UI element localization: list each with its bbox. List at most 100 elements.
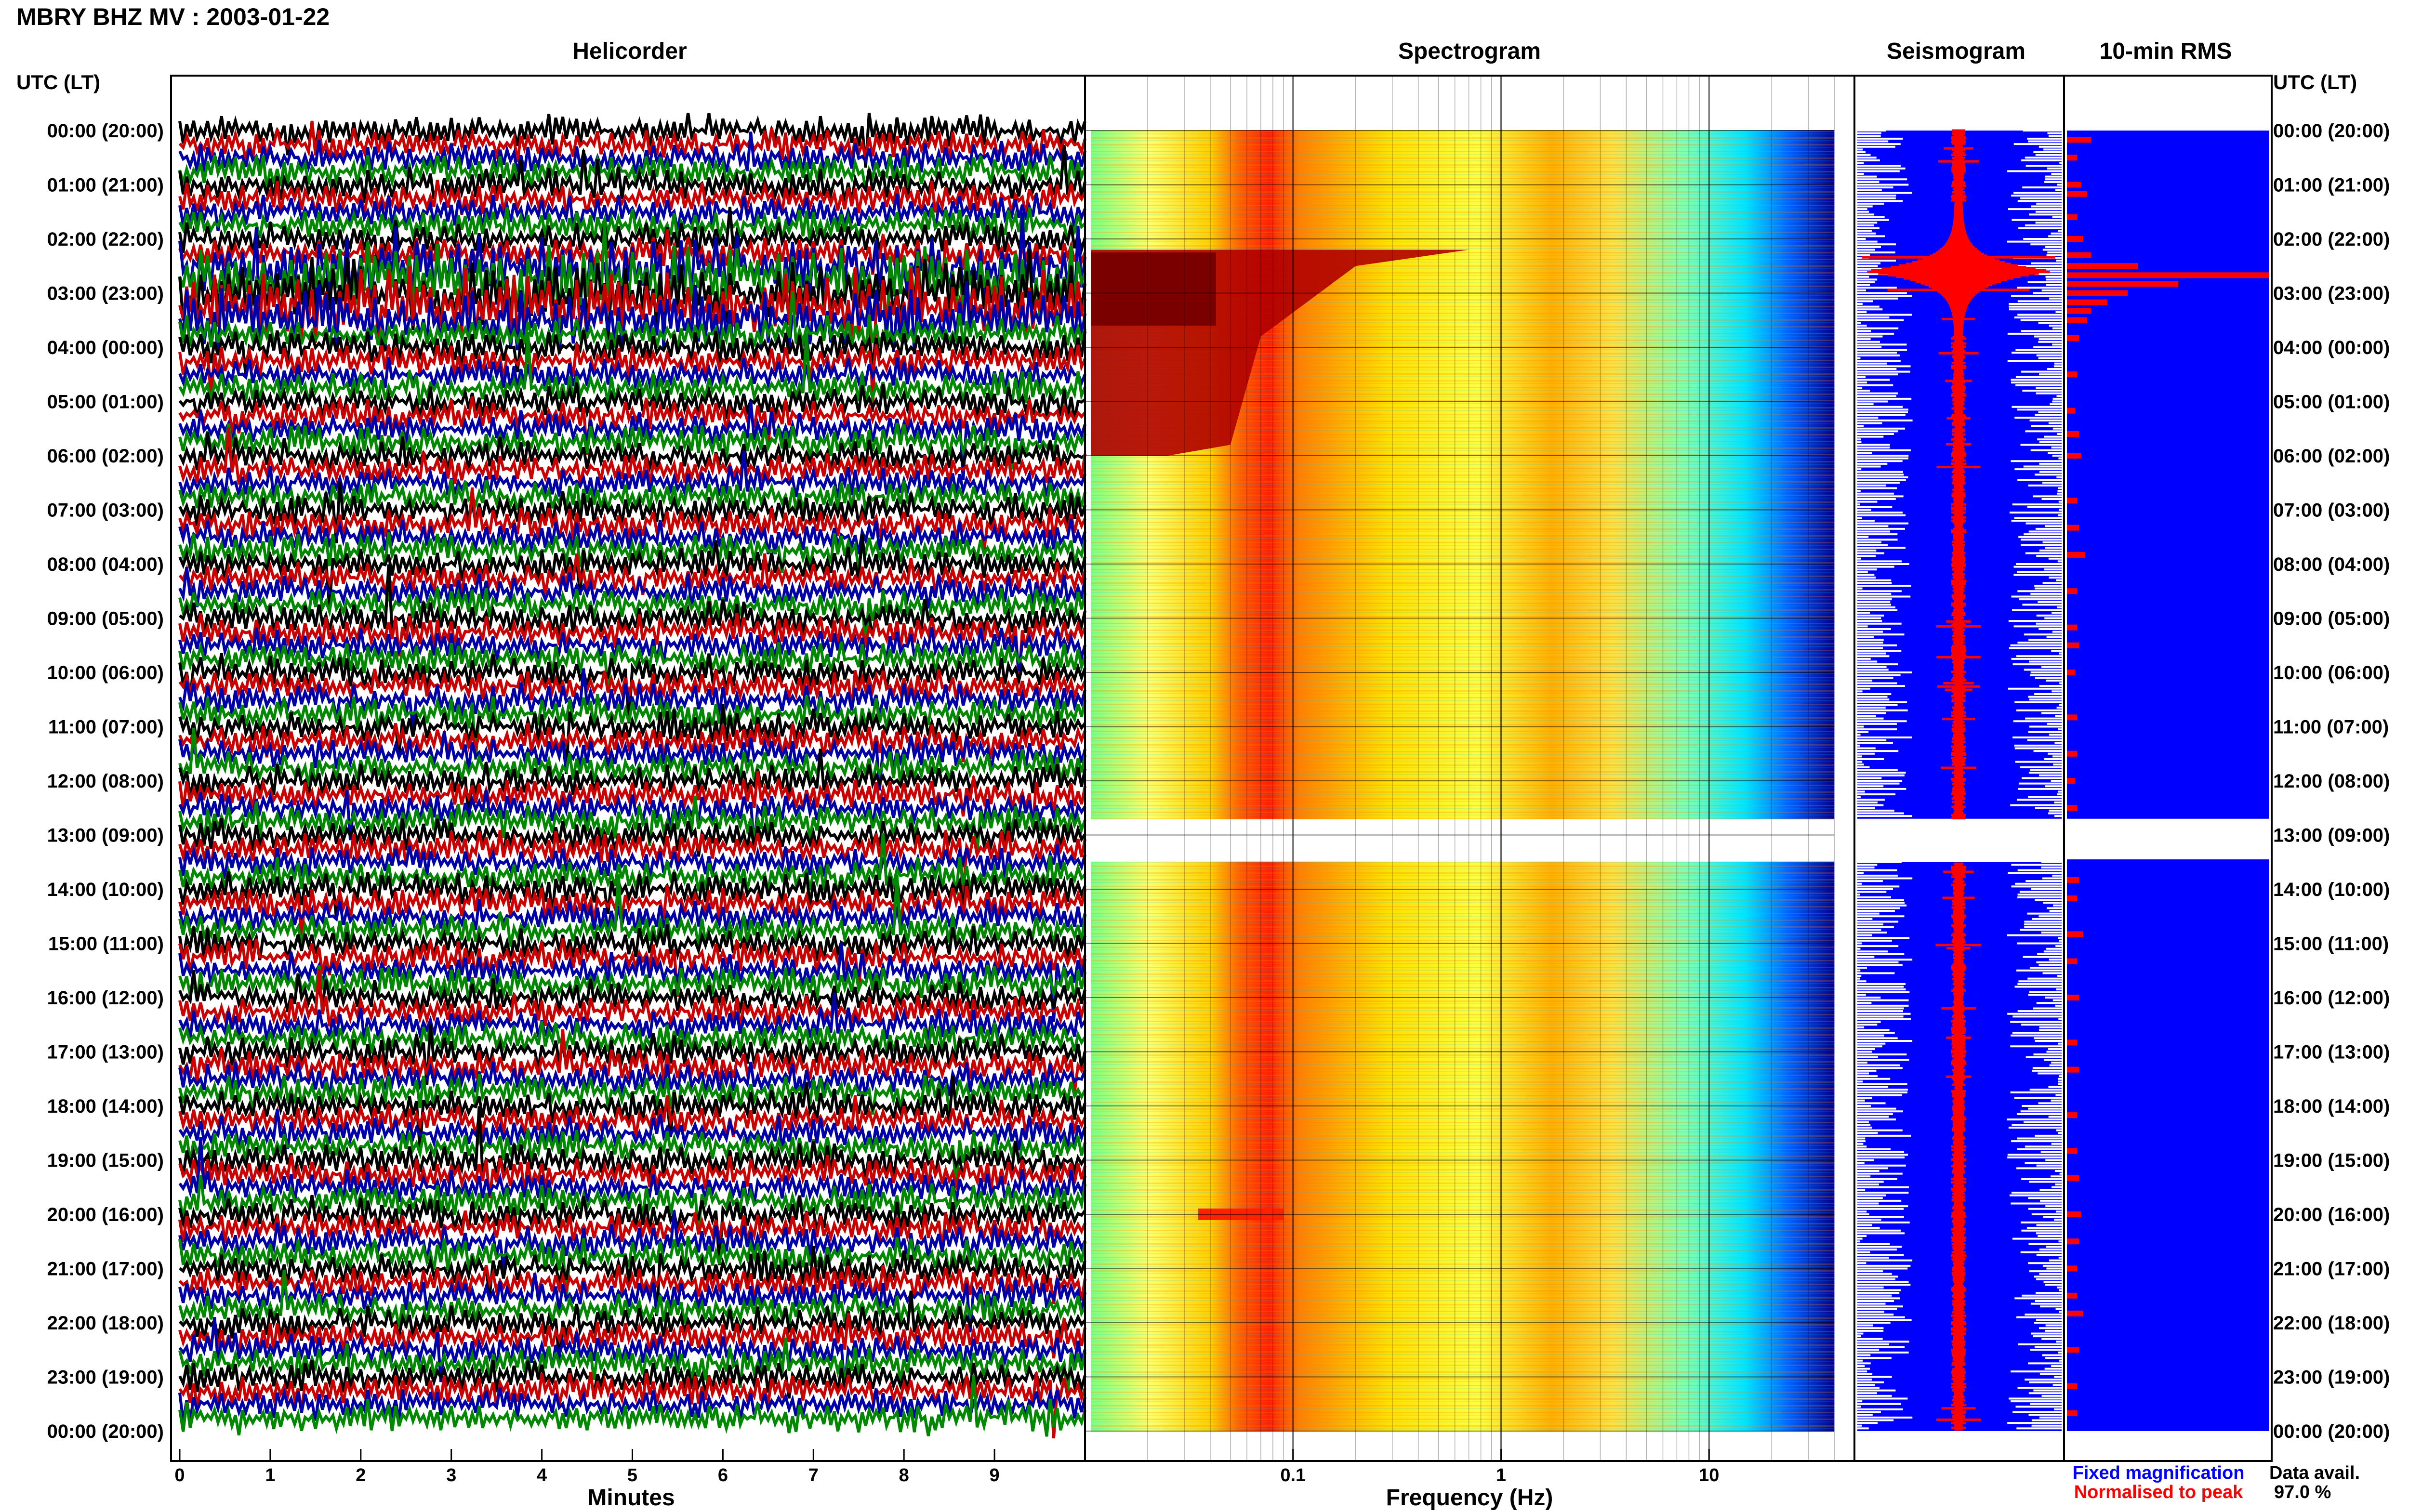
time-label-right: 06:00 (02:00) xyxy=(2273,446,2390,467)
rms-bar xyxy=(2067,1066,2079,1073)
rms-bar xyxy=(2067,498,2077,504)
rms-bar xyxy=(2067,958,2077,964)
rms-bar xyxy=(2067,1265,2077,1272)
time-label-left: 19:00 (15:00) xyxy=(47,1150,164,1171)
helicorder-trace xyxy=(178,518,1086,555)
helicorder-trace xyxy=(178,1155,1086,1198)
helicorder-tick-label: 8 xyxy=(899,1465,909,1486)
time-label-right: 18:00 (14:00) xyxy=(2273,1096,2390,1117)
time-label-left: 01:00 (21:00) xyxy=(47,175,164,196)
helicorder-trace xyxy=(178,723,1086,763)
rms-bar xyxy=(2067,552,2085,558)
helicorder-trace xyxy=(178,1128,1086,1187)
helicorder-trace xyxy=(178,482,1086,543)
time-label-left: 06:00 (02:00) xyxy=(47,446,164,467)
time-label-right: 09:00 (05:00) xyxy=(2273,608,2390,630)
rms-background xyxy=(2067,131,2269,819)
helicorder-tick-label: 3 xyxy=(446,1465,456,1486)
rms-bar xyxy=(2067,137,2091,143)
helicorder-tick-label: 6 xyxy=(718,1465,728,1486)
time-label-right: 05:00 (01:00) xyxy=(2273,392,2390,413)
time-label-right: 17:00 (13:00) xyxy=(2273,1042,2390,1063)
helicorder-trace xyxy=(178,1371,1086,1439)
rms-bar xyxy=(2067,525,2079,531)
helicorder-trace xyxy=(178,330,1086,377)
helicorder-trace xyxy=(178,487,1086,551)
rms-bar xyxy=(2067,1292,2077,1299)
helicorder-trace xyxy=(178,1264,1086,1304)
helicorder-trace xyxy=(178,1029,1086,1093)
rms-bar xyxy=(2067,624,2077,631)
helicorder-x-ticks: 0 1 2 3 4 5 6 7 8 9 xyxy=(174,1449,1000,1486)
right-time-labels: 00:00 (20:00) 01:00 (21:00) 02:00 (22:00) 0… xyxy=(2273,120,2390,1442)
time-label-left: 22:00 (18:00) xyxy=(47,1313,164,1334)
helicorder-trace xyxy=(178,844,1086,879)
helicorder-tick-label: 9 xyxy=(990,1465,1000,1486)
rms-bar xyxy=(2067,299,2107,305)
time-label-left: 14:00 (10:00) xyxy=(47,879,164,900)
helicorder-trace xyxy=(178,627,1086,671)
rms-frame xyxy=(2063,75,2273,1462)
helicorder-trace xyxy=(178,332,1086,405)
time-label-left: 05:00 (01:00) xyxy=(47,392,164,413)
time-label-left: 23:00 (19:00) xyxy=(47,1367,164,1388)
seismogram-normalised-trace xyxy=(1862,129,2055,1431)
helicorder-trace xyxy=(178,641,1086,690)
helicorder-trace xyxy=(179,564,1086,637)
helicorder-trace xyxy=(178,1074,1086,1115)
helicorder-trace xyxy=(178,553,1086,597)
rms-bar xyxy=(2067,1112,2077,1118)
left-tz-label: UTC (LT) xyxy=(16,71,100,93)
time-label-right: 00:00 (20:00) xyxy=(2273,120,2390,142)
helicorder-trace xyxy=(178,113,1086,168)
helicorder-trace xyxy=(178,992,1086,1042)
helicorder-trace xyxy=(178,223,1086,350)
helicorder-title: Helicorder xyxy=(572,39,687,64)
rms-bar xyxy=(2067,1148,2077,1154)
helicorder-trace xyxy=(178,179,1086,217)
helicorder-tick-label: 0 xyxy=(174,1465,185,1486)
rms-bar xyxy=(2067,995,2079,1000)
helicorder-panel xyxy=(178,113,1086,1439)
time-label-left: 13:00 (09:00) xyxy=(47,825,164,846)
time-label-left: 00:00 (20:00) xyxy=(47,120,164,142)
helicorder-trace xyxy=(178,817,1086,857)
helicorder-trace xyxy=(178,899,1086,933)
helicorder-trace xyxy=(178,1360,1086,1399)
time-label-left: 18:00 (14:00) xyxy=(47,1096,164,1117)
time-label-left: 15:00 (11:00) xyxy=(48,933,164,955)
helicorder-trace xyxy=(178,1021,1086,1055)
helicorder-trace xyxy=(178,532,1086,573)
time-label-left: 02:00 (22:00) xyxy=(47,229,164,250)
rms-bar xyxy=(2067,290,2128,296)
rms-bar xyxy=(2067,670,2075,675)
rms-bar xyxy=(2067,431,2079,437)
rms-bar xyxy=(2067,191,2087,197)
helicorder-trace xyxy=(178,1210,1086,1251)
rms-bar xyxy=(2067,1175,2079,1181)
time-label-left: 04:00 (00:00) xyxy=(47,337,164,358)
rms-bar xyxy=(2067,895,2077,902)
helicorder-trace xyxy=(178,1210,1086,1270)
helicorder-trace xyxy=(178,1374,1086,1437)
helicorder-trace xyxy=(178,1137,1086,1205)
time-label-right: 11:00 (07:00) xyxy=(2273,717,2389,738)
spectrogram-event-core xyxy=(1091,252,1216,326)
data-availability-label: Data avail. xyxy=(2269,1463,2360,1483)
left-time-labels: 00:00 (20:00) 01:00 (21:00) 02:00 (22:00) 0… xyxy=(47,120,164,1442)
time-label-right: 01:00 (21:00) xyxy=(2273,175,2390,196)
rms-bar xyxy=(2067,1410,2077,1416)
helicorder-trace xyxy=(178,924,1086,961)
time-label-right: 22:00 (18:00) xyxy=(2273,1313,2390,1334)
helicorder-trace xyxy=(178,427,1086,486)
helicorder-trace xyxy=(178,1175,1086,1232)
helicorder-trace xyxy=(178,1024,1086,1085)
time-label-right: 07:00 (03:00) xyxy=(2273,500,2390,521)
helicorder-trace xyxy=(178,795,1086,854)
time-label-right: 21:00 (17:00) xyxy=(2273,1259,2390,1280)
helicorder-trace xyxy=(178,400,1086,480)
time-label-left: 21:00 (17:00) xyxy=(47,1259,164,1280)
rms-panel xyxy=(2067,131,2269,1431)
helicorder-trace xyxy=(178,1195,1086,1265)
